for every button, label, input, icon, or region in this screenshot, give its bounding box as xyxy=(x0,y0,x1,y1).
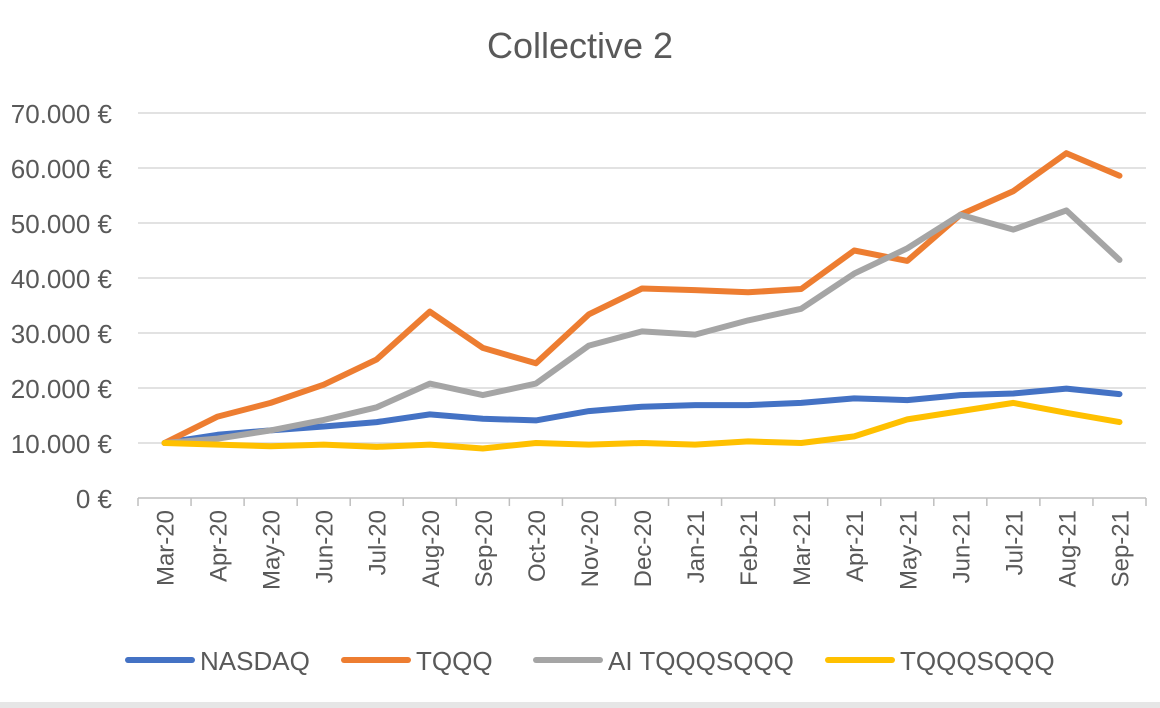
legend-label: TQQQSQQQ xyxy=(900,646,1055,676)
x-tick-label: Apr-21 xyxy=(842,510,869,582)
legend-label: NASDAQ xyxy=(200,646,310,676)
y-tick-label: 20.000 € xyxy=(11,374,113,404)
legend: NASDAQ TQQQ AI TQQQSQQQ TQQQSQQQ xyxy=(125,646,1055,676)
series-line-tqqq xyxy=(161,150,1123,446)
x-tick-label: Jul-21 xyxy=(1001,510,1028,575)
bottom-divider xyxy=(0,702,1160,708)
series-line-nasdaq xyxy=(161,385,1123,446)
x-tick-label: Mar-20 xyxy=(153,510,180,586)
x-tick-label: Aug-21 xyxy=(1054,510,1081,587)
series-line-ai-tqqqsqqq xyxy=(161,207,1123,446)
y-tick-label: 0 € xyxy=(76,484,113,514)
series-lines xyxy=(161,150,1123,452)
x-tick-label: May-21 xyxy=(895,510,922,590)
x-tick-label: Feb-21 xyxy=(736,510,763,586)
y-tick-label: 70.000 € xyxy=(11,99,113,129)
x-tick-label: Mar-21 xyxy=(789,510,816,586)
legend-label: AI TQQQSQQQ xyxy=(608,646,794,676)
axes: 0 € 10.000 € 20.000 € 30.000 € 40.000 € 50.00… xyxy=(11,99,1147,590)
y-tick-label: 40.000 € xyxy=(11,264,113,294)
x-tick-label: Nov-20 xyxy=(577,510,604,587)
series-line-tqqqsqqq xyxy=(161,399,1123,452)
x-tick-label: Jul-20 xyxy=(365,510,392,575)
x-tick-label: Jun-21 xyxy=(948,510,975,583)
x-tick-label: Jan-21 xyxy=(683,510,710,583)
y-tick-label: 60.000 € xyxy=(11,154,113,184)
x-tick-label: Jun-20 xyxy=(312,510,339,583)
x-tick-label: Sep-20 xyxy=(471,510,498,587)
x-tick-label: Apr-20 xyxy=(206,510,233,582)
y-tick-label: 30.000 € xyxy=(11,319,113,349)
x-tick-label: May-20 xyxy=(259,510,286,590)
y-tick-label: 10.000 € xyxy=(11,429,113,459)
chart-title: Collective 2 xyxy=(487,25,673,66)
y-tick-label: 50.000 € xyxy=(11,209,113,239)
x-tick-label: Dec-20 xyxy=(630,510,657,587)
x-tick-label: Oct-20 xyxy=(524,510,551,582)
legend-label: TQQQ xyxy=(416,646,493,676)
x-tick-label: Aug-20 xyxy=(418,510,445,587)
x-tick-label: Sep-21 xyxy=(1107,510,1134,587)
